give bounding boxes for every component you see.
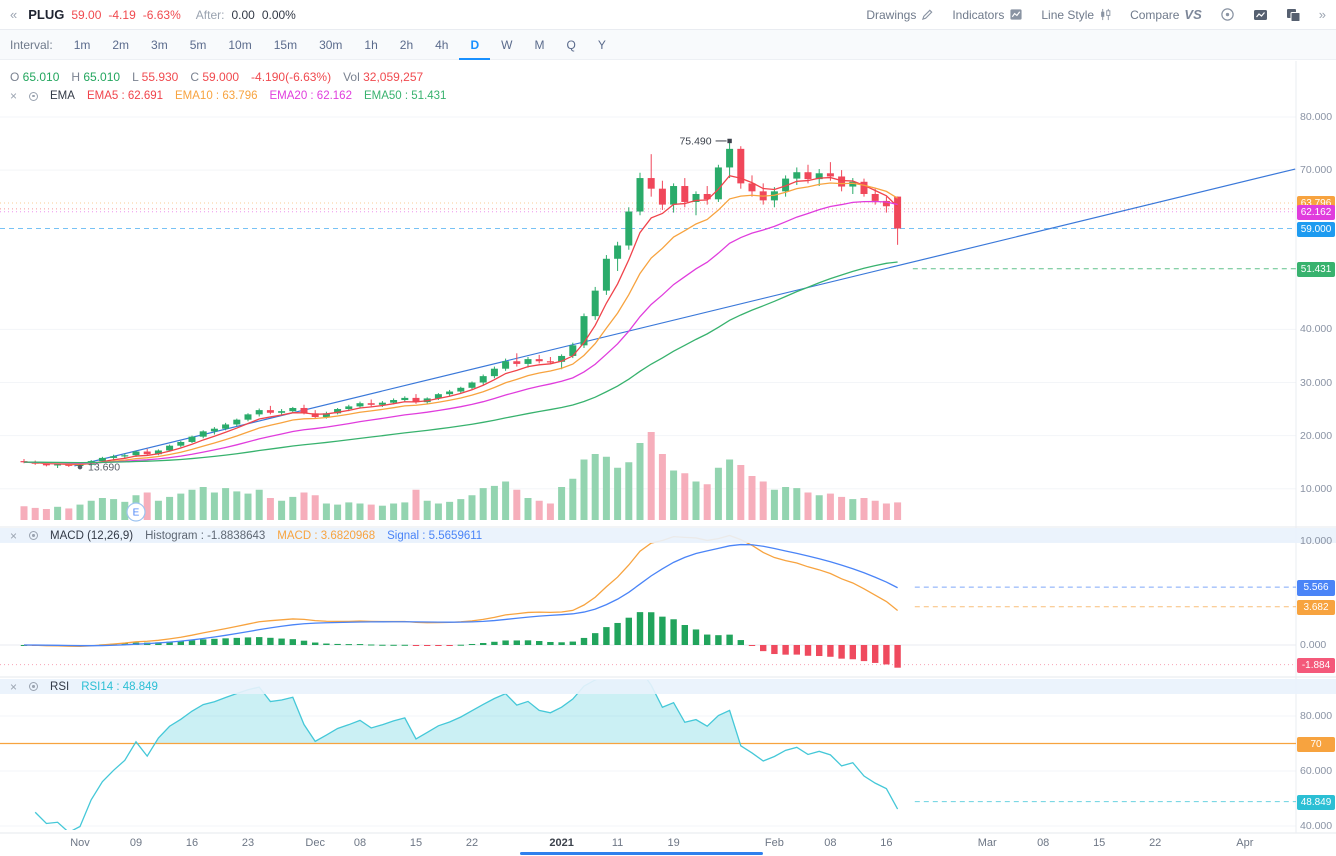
ohlc-change: -4.190(-6.63%) (251, 70, 332, 84)
drawings-label: Drawings (866, 7, 917, 22)
last-price: 59.00 (71, 7, 102, 22)
candle-style-icon (1101, 8, 1111, 21)
low-annotation: 13.690 (88, 462, 120, 474)
ohlc-c: C 59.000 (190, 70, 240, 84)
interval-option-10m[interactable]: 10m (228, 37, 252, 52)
h-scrollbar-thumb[interactable] (520, 852, 763, 855)
topbar-tools: Drawings Indicators Line Style Compare V… (866, 7, 1326, 22)
interval-option-3m[interactable]: 3m (151, 37, 168, 52)
ema5-line (23, 175, 899, 466)
drawings-button[interactable]: Drawings (866, 8, 934, 22)
trendline-drawing[interactable] (74, 168, 1296, 467)
after-hours-pct: 0.00% (261, 7, 296, 22)
ohlc-h: H 65.010 (71, 70, 121, 84)
indicator-value: EMA50 : 51.431 (363, 90, 447, 102)
ohlc-o: O 65.010 (10, 70, 60, 84)
interval-option-5m[interactable]: 5m (189, 37, 207, 52)
ema10-line (23, 182, 898, 465)
indicator-value: EMA5 : 62.691 (86, 90, 164, 102)
indicator-value: MACD : 3.6820968 (277, 529, 376, 542)
expand-panel-button[interactable]: » (1318, 7, 1326, 22)
topbar: « PLUG 59.00 -4.19 -6.63% After: 0.00 0.… (0, 0, 1336, 30)
line-style-label: Line Style (1041, 7, 1095, 22)
interval-option-M[interactable]: M (534, 37, 545, 52)
price-change-pct: -6.63% (142, 7, 181, 22)
interval-option-Y[interactable]: Y (597, 37, 606, 52)
multi-layout-icon (1286, 8, 1301, 22)
interval-option-1h[interactable]: 1h (364, 37, 378, 52)
indicator-value: RSI14 : 48.849 (81, 680, 158, 693)
indicators-button[interactable]: Indicators (952, 8, 1023, 22)
interval-option-30m[interactable]: 30m (319, 37, 343, 52)
indicators-label: Indicators (952, 7, 1005, 22)
interval-option-2h[interactable]: 2h (399, 37, 414, 52)
interval-option-4h[interactable]: 4h (435, 37, 449, 52)
collapse-panel-button[interactable]: « (10, 7, 18, 22)
topbar-left: « PLUG 59.00 -4.19 -6.63% After: 0.00 0.… (10, 7, 296, 22)
interval-label: Interval: (10, 37, 53, 52)
screenshot-button[interactable] (1253, 8, 1268, 22)
rsi-layer (0, 680, 1296, 830)
indicator-name: EMA (50, 90, 75, 102)
interval-option-2m[interactable]: 2m (112, 37, 130, 52)
svg-text:E: E (133, 508, 140, 519)
multi-layout-button[interactable] (1286, 8, 1301, 22)
rsi-header-row: × RSI RSI14 : 48.849 (0, 679, 1336, 694)
eye-icon (1221, 8, 1234, 21)
indicator-settings-icon[interactable] (29, 531, 39, 540)
ohlc-row: O 65.010 H 65.010 L 55.930 C 59.000 -4.190(-… (10, 70, 423, 84)
interval-option-D[interactable]: D (459, 30, 491, 60)
ohlc-l: L 55.930 (132, 70, 179, 84)
ohlc-volume: Vol 32,059,257 (343, 70, 424, 84)
macd-header-row: × MACD (12,26,9) Histogram : -1.8838643 MAC… (0, 528, 1336, 543)
indicator-value: Histogram : -1.8838643 (145, 529, 266, 542)
after-hours-label: After: (195, 7, 225, 22)
macd-layer (20, 534, 901, 668)
interval-option-1m[interactable]: 1m (73, 37, 91, 52)
volume-layer (20, 432, 902, 520)
ema-header-row: × EMA EMA5 : 62.691 EMA10 : 63.796 EMA20 : 6… (10, 90, 446, 102)
interval-option-15m[interactable]: 15m (273, 37, 298, 52)
indicator-value: EMA10 : 63.796 (175, 90, 258, 102)
interval-bar: Interval: 1m 2m 3m 5m 10m 15m 30m 1h 2h 4h D W M Q Y (0, 30, 1336, 60)
candles-layer (20, 140, 902, 470)
close-indicator-button[interactable]: × (10, 528, 18, 543)
line-style-button[interactable]: Line Style (1041, 8, 1112, 22)
indicator-name: RSI (50, 680, 70, 693)
interval-options: 1m 2m 3m 5m 10m 15m 30m 1h 2h 4h D W M Q Y (63, 30, 617, 60)
price-change: -4.19 (108, 7, 136, 22)
earnings-marker[interactable] (126, 502, 146, 522)
indicator-settings-icon[interactable] (29, 682, 39, 691)
pencil-icon (922, 9, 933, 21)
ema20-line (23, 200, 898, 464)
compare-button[interactable]: Compare VS (1130, 7, 1202, 22)
ema50-line (23, 261, 898, 464)
compare-label: Compare (1130, 7, 1180, 22)
close-indicator-button[interactable]: × (10, 679, 18, 694)
interval-option-Q[interactable]: Q (566, 37, 576, 52)
interval-option-W[interactable]: W (501, 37, 513, 52)
indicator-value: Signal : 5.5659611 (387, 529, 483, 542)
symbol-label: PLUG (28, 7, 65, 22)
indicator-value: EMA20 : 62.162 (269, 90, 352, 102)
after-hours-price: 0.00 (231, 7, 255, 22)
eye-button[interactable] (1220, 7, 1235, 22)
high-annotation: 75.490 (679, 135, 711, 147)
close-indicator-button[interactable]: × (10, 89, 18, 103)
indicators-icon (1010, 9, 1022, 20)
screenshot-icon (1253, 9, 1267, 20)
indicator-settings-icon[interactable] (29, 91, 39, 101)
vs-logo: VS (1184, 7, 1202, 22)
indicator-name: MACD (12,26,9) (50, 529, 134, 542)
